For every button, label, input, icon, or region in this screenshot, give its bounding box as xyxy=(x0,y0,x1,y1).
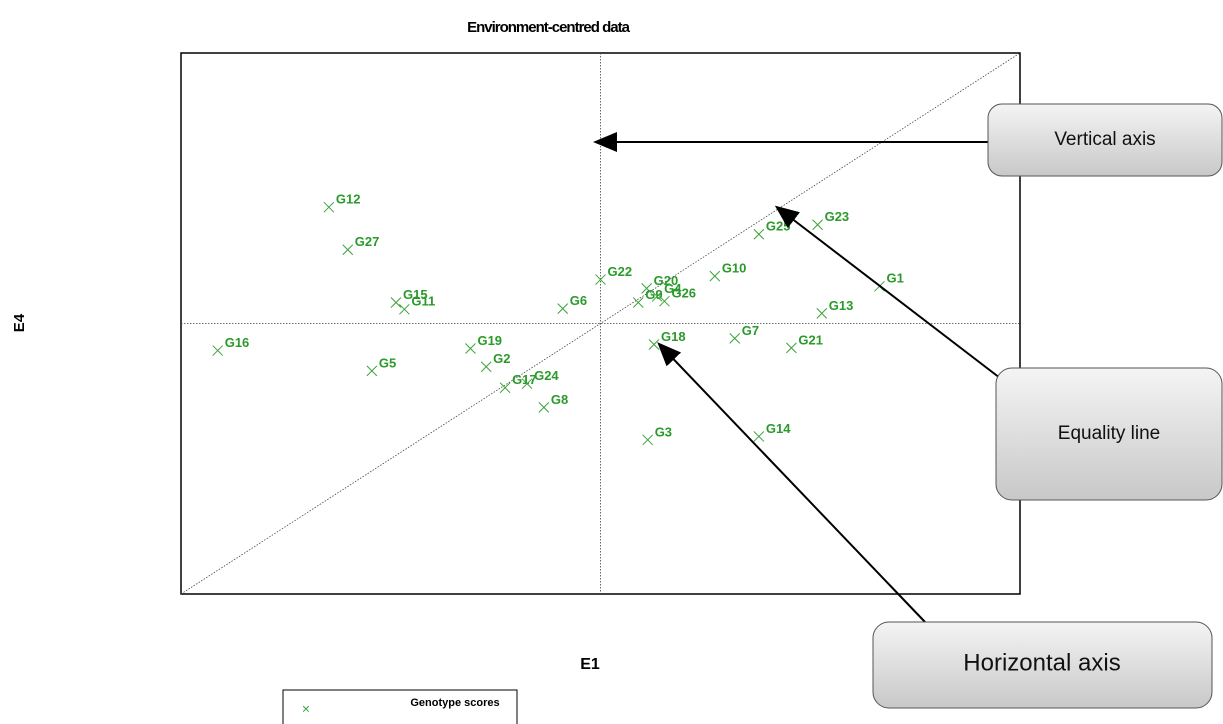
point xyxy=(390,297,402,308)
point-label: G27 xyxy=(355,234,380,249)
point-label: G25 xyxy=(766,219,791,234)
point-label: G19 xyxy=(477,333,502,348)
point xyxy=(659,295,670,307)
point-label: G26 xyxy=(671,286,696,301)
y-axis-label: E4 xyxy=(11,313,28,332)
point-label: G21 xyxy=(798,332,823,347)
callout xyxy=(987,103,1223,177)
point xyxy=(399,303,410,315)
point xyxy=(648,339,660,350)
equality-line xyxy=(180,52,1021,595)
point-label: G10 xyxy=(722,261,747,276)
callout xyxy=(872,621,1213,709)
point xyxy=(812,219,823,231)
point-label: G22 xyxy=(608,264,633,279)
point xyxy=(641,282,652,294)
point xyxy=(729,333,741,344)
point xyxy=(709,270,721,282)
point xyxy=(753,431,765,442)
point-label: G16 xyxy=(225,335,250,350)
point-label: G14 xyxy=(766,421,791,436)
point-label: G11 xyxy=(411,294,435,309)
point xyxy=(816,308,828,319)
annotation: Vertical axis xyxy=(1054,129,1155,150)
point-label: G24 xyxy=(534,368,559,383)
arrow xyxy=(774,205,1001,379)
annotation: Equality line xyxy=(1058,423,1160,444)
annotations: Vertical axis Equality line Horizontal a… xyxy=(593,103,1223,709)
point xyxy=(465,343,476,354)
point xyxy=(323,201,335,213)
arrow xyxy=(657,342,926,623)
point-label: G18 xyxy=(661,329,686,344)
point xyxy=(632,297,644,308)
point xyxy=(342,244,354,256)
point xyxy=(786,342,797,354)
point-label: G4 xyxy=(664,281,682,296)
x-axis-label: E1 xyxy=(580,656,600,673)
callout xyxy=(995,367,1223,501)
point xyxy=(642,434,654,446)
point-label: G2 xyxy=(493,351,510,366)
point-label: G1 xyxy=(886,271,903,286)
point-label: G8 xyxy=(551,392,568,407)
point-label: G7 xyxy=(742,323,759,338)
point xyxy=(595,274,606,285)
point-label: G13 xyxy=(829,298,854,313)
point xyxy=(480,361,492,373)
legend-label: Genotype scores xyxy=(410,697,499,709)
point-label: G3 xyxy=(655,424,672,439)
point-label: G17 xyxy=(512,372,537,387)
point-label: G6 xyxy=(570,293,587,308)
point xyxy=(538,402,550,413)
point xyxy=(212,345,224,356)
point xyxy=(651,291,663,302)
point-label: G5 xyxy=(379,355,396,370)
point xyxy=(753,228,765,240)
point-label: G20 xyxy=(654,273,679,288)
chart-title: Environment-centred data xyxy=(467,19,631,36)
point xyxy=(557,303,569,314)
point xyxy=(366,365,378,377)
point xyxy=(521,378,533,390)
legend xyxy=(282,689,518,724)
legend-marker: × xyxy=(302,701,310,717)
point-label: G23 xyxy=(825,209,850,224)
point-label: G12 xyxy=(336,192,361,207)
point xyxy=(499,382,511,394)
annotation: Horizontal axis xyxy=(963,649,1120,676)
point-label: G15 xyxy=(403,287,428,302)
